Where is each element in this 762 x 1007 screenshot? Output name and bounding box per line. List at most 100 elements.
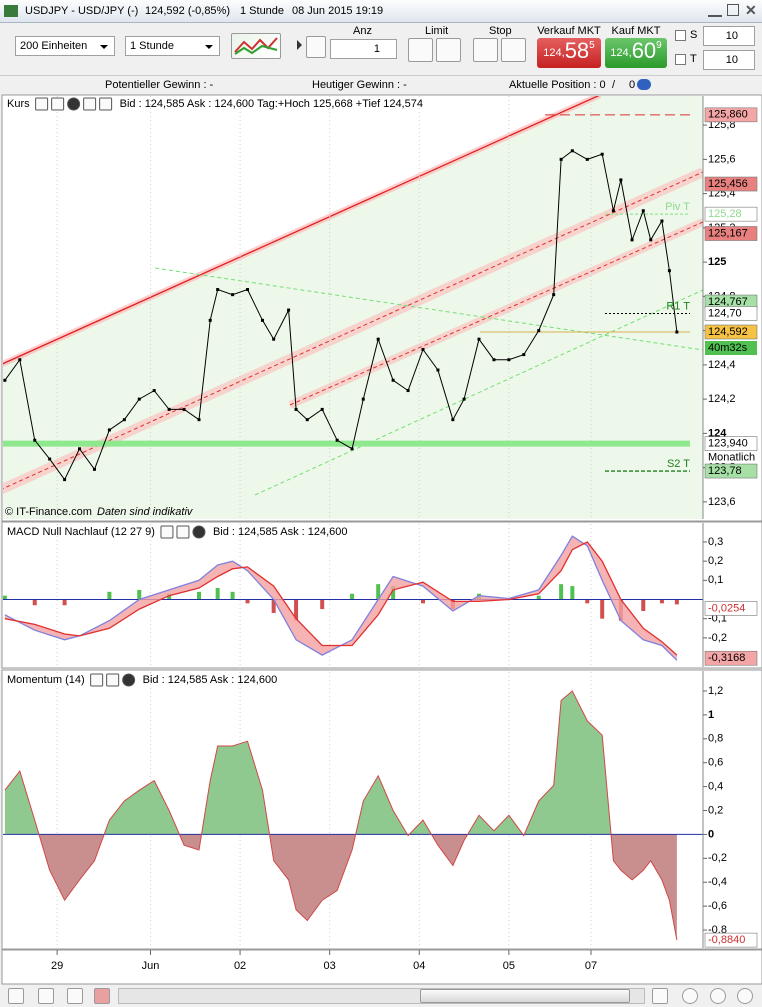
histogram-bar: [659, 599, 664, 604]
disclaimer: Daten sind indikativ: [97, 506, 194, 518]
interval-dropdown[interactable]: 1 Stunde: [125, 36, 220, 56]
panel-subtitle: Bid : 124,585 Ask : 124,600 Tag:+Hoch 12…: [120, 98, 423, 110]
price-point: [675, 330, 679, 334]
price-point: [216, 288, 220, 292]
y-tick-label: 124,4: [708, 359, 736, 371]
buy-button[interactable]: 124,609: [605, 38, 667, 68]
settings-button[interactable]: [306, 36, 326, 58]
sell-button[interactable]: 124,585: [537, 38, 601, 68]
level-label: 125,167: [708, 227, 748, 239]
chart-type-button[interactable]: [231, 33, 281, 59]
level-label-box: [704, 226, 758, 241]
level-label: 125,28: [708, 208, 742, 220]
limit-buy-button[interactable]: [408, 38, 433, 62]
zoom-in-button[interactable]: [737, 988, 753, 1004]
panel-icon[interactable]: [176, 525, 190, 539]
maximize-button[interactable]: [727, 4, 739, 16]
minimize-button[interactable]: [708, 3, 722, 17]
last-value: -0,3168: [708, 652, 745, 664]
s-input[interactable]: 10: [703, 26, 755, 46]
price-point: [391, 378, 395, 382]
histogram-bar: [107, 591, 112, 600]
x-tick-label: 05: [503, 960, 515, 972]
histogram-bar: [641, 599, 646, 612]
today-gain: Heutiger Gewinn : -: [312, 79, 407, 91]
channel-line: [3, 171, 703, 490]
copyright: © IT-Finance.com: [5, 506, 92, 518]
panel-subtitle: Bid : 124,585 Ask : 124,600: [213, 526, 348, 538]
position: Aktuelle Position : 0: [509, 79, 606, 91]
stop-buy-button[interactable]: [473, 38, 498, 62]
panel-icon[interactable]: [122, 673, 136, 687]
price-point: [552, 293, 556, 297]
tool-button[interactable]: [94, 988, 110, 1004]
price-point: [559, 157, 563, 161]
panel-icon[interactable]: [35, 97, 49, 111]
tool-button[interactable]: [67, 988, 83, 1004]
level-label-box: [704, 107, 758, 123]
x-tick-label: Jun: [142, 960, 160, 972]
panel-icon[interactable]: [99, 97, 113, 111]
info-row: [0, 75, 762, 95]
x-tick-label: 04: [413, 960, 425, 972]
units-dropdown[interactable]: 200 Einheiten: [15, 36, 115, 56]
price-point: [462, 397, 466, 401]
anz-input[interactable]: 1: [330, 39, 397, 59]
x-tick-label: 29: [51, 960, 63, 972]
y-tick-label: 0,1: [708, 574, 723, 586]
level-label: 124,767: [708, 296, 748, 308]
price-point: [585, 157, 589, 161]
s-checkbox[interactable]: [675, 30, 686, 41]
zoom-out-button[interactable]: [710, 988, 726, 1004]
price-point: [92, 467, 96, 471]
price-point: [619, 178, 623, 182]
tool-button[interactable]: [38, 988, 54, 1004]
panel-icon[interactable]: [51, 97, 65, 111]
stop-sell-button[interactable]: [501, 38, 526, 62]
histogram-bar: [600, 599, 605, 619]
anz-label: Anz: [353, 25, 372, 37]
chart-type-icon: [234, 37, 278, 55]
position-settings[interactable]: [637, 79, 651, 90]
histogram-bar: [32, 599, 37, 606]
limit-sell-button[interactable]: [436, 38, 461, 62]
price-point: [611, 209, 615, 213]
price-point: [522, 353, 526, 357]
histogram-bar: [536, 595, 541, 600]
price-point: [3, 378, 7, 382]
timer: 40m32s: [708, 342, 748, 354]
price-point: [137, 397, 141, 401]
t-checkbox[interactable]: [675, 54, 686, 65]
scroll-thumb[interactable]: [420, 989, 630, 1003]
panel-icon[interactable]: [90, 673, 104, 687]
panel-icon[interactable]: [192, 525, 206, 539]
level-label: 123,78: [708, 465, 742, 477]
level-label: 124,592: [708, 326, 748, 338]
price-point: [167, 407, 171, 411]
panel-icon[interactable]: [106, 673, 120, 687]
panel-icon[interactable]: [83, 97, 97, 111]
price-point: [260, 318, 264, 322]
level-label-box: [704, 206, 758, 222]
panel-icon[interactable]: [160, 525, 174, 539]
histogram-bar: [570, 586, 575, 600]
level-label-box: [704, 306, 758, 321]
t-input[interactable]: 10: [703, 50, 755, 70]
last-value-box: [704, 650, 758, 666]
position-2: 0: [629, 79, 636, 91]
close-button[interactable]: ✕: [745, 2, 757, 18]
macd-line: [4, 535, 678, 661]
window-title: USDJPY - USD/JPY (-): [25, 5, 139, 17]
price-point: [649, 238, 653, 242]
y-tick-label: -0,4: [708, 876, 727, 888]
price-point: [421, 347, 425, 351]
expand-arrow[interactable]: [297, 40, 307, 50]
tool-button[interactable]: [652, 988, 668, 1004]
momentum-line: [4, 690, 678, 941]
stop-label: Stop: [489, 25, 512, 37]
green-trend-line: [254, 289, 703, 496]
fit-button[interactable]: [682, 988, 698, 1004]
limit-label: Limit: [425, 25, 449, 37]
tool-button[interactable]: [8, 988, 24, 1004]
panel-icon[interactable]: [67, 97, 81, 111]
